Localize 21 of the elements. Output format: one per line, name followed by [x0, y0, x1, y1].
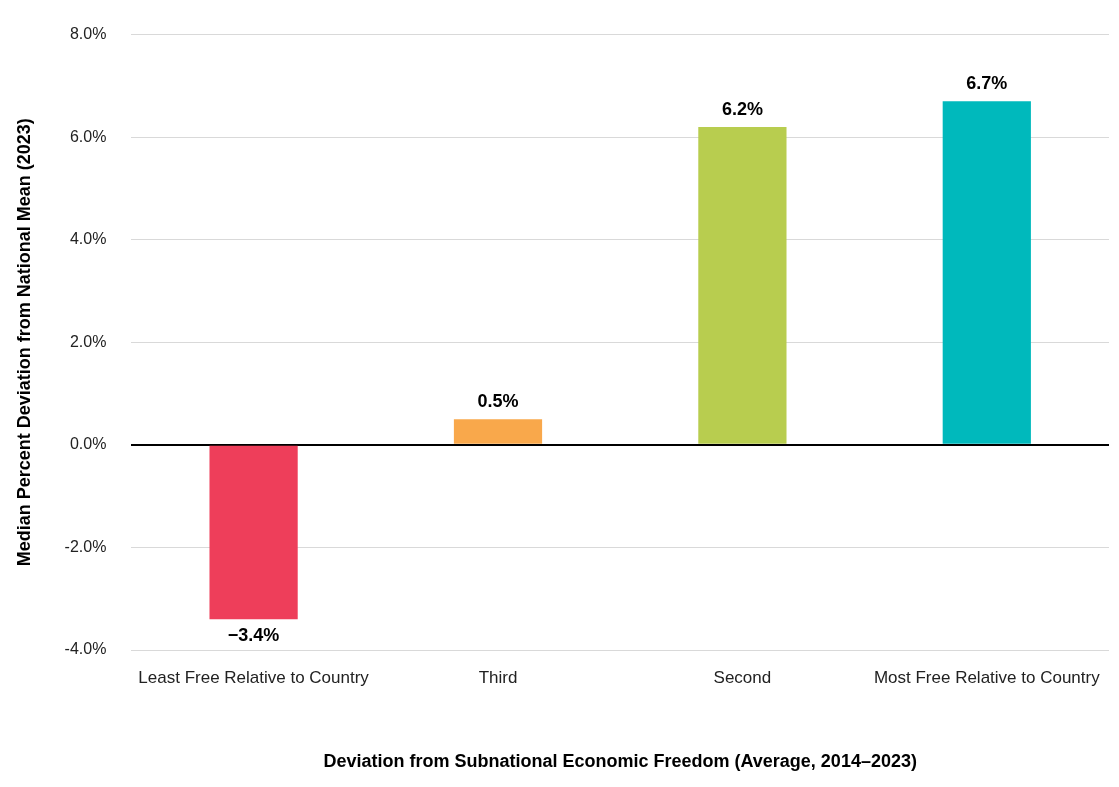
x-tick-label: Least Free Relative to Country: [138, 667, 370, 687]
bar: [209, 445, 298, 620]
x-axis-title: Deviation from Subnational Economic Freedom (Average, 2014–2023): [323, 751, 917, 772]
y-tick-label: 0.0%: [69, 435, 107, 453]
x-tick-label: Most Free Relative to Country: [873, 667, 1101, 687]
y-axis-title: Median Percent Deviation from National Mean (2023): [13, 118, 34, 567]
y-tick-label: -4.0%: [64, 640, 107, 658]
bar: [942, 101, 1031, 444]
data-label: 6.7%: [966, 73, 1008, 94]
y-tick-label: -2.0%: [64, 537, 107, 555]
bar: [453, 419, 543, 444]
y-tick-label: 4.0%: [69, 230, 107, 248]
data-label: 6.2%: [721, 98, 763, 119]
x-tick-label: Third: [478, 667, 518, 687]
data-label: 0.5%: [477, 391, 519, 412]
data-label: −3.4%: [227, 625, 280, 646]
y-tick-label: 8.0%: [69, 25, 107, 43]
y-tick-label: 6.0%: [69, 127, 107, 145]
bar: [698, 126, 787, 444]
x-tick-label: Second: [713, 667, 772, 687]
y-tick-label: 2.0%: [69, 332, 107, 350]
